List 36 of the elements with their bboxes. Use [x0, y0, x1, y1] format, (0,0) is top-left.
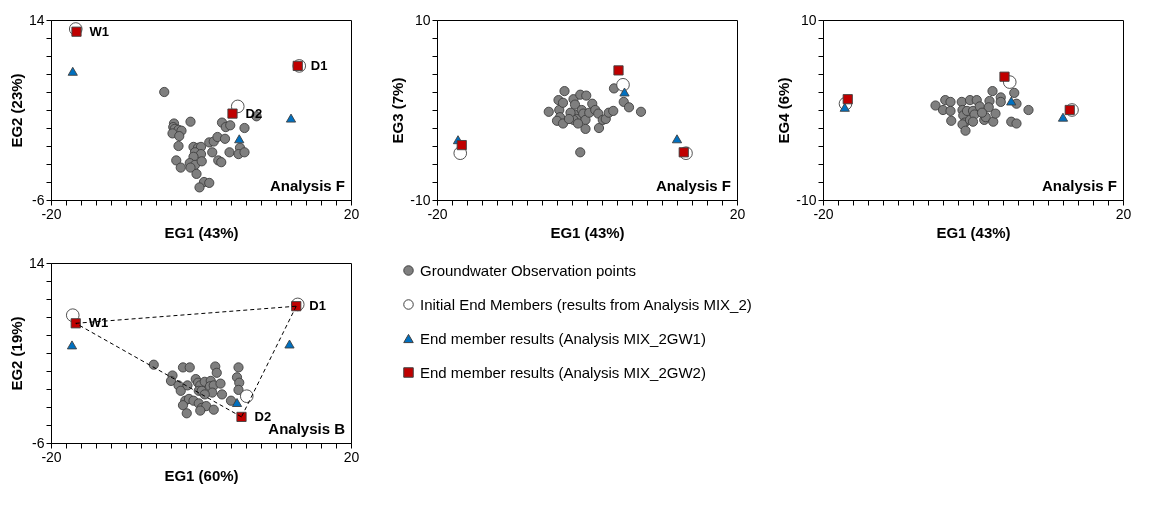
x-axis-title: EG1 (60%): [164, 466, 239, 484]
annotation: Analysis F: [1041, 177, 1117, 194]
y-tick-label: 10: [800, 11, 817, 28]
x-tick-label: -20: [41, 205, 62, 222]
y-axis-title: EG2 (23%): [7, 73, 25, 148]
y-tick-label: -6: [32, 434, 45, 451]
x-tick-label: -20: [427, 205, 448, 222]
x-axis-title: EG1 (43%): [550, 223, 625, 241]
legend-label: Initial End Members (results from Analysis MIX_2): [420, 295, 752, 313]
y-tick-label: 10: [414, 11, 431, 28]
legend-label: Groundwater Observation points: [420, 261, 636, 279]
annotation: D1: [309, 298, 326, 314]
annotation: Analysis F: [269, 177, 345, 194]
x-tick-label: 20: [343, 448, 360, 465]
annotation: W1: [89, 23, 109, 39]
y-axis-title: EG3 (7%): [389, 77, 407, 144]
y-axis-title: EG4 (6%): [775, 77, 793, 144]
annotation: Analysis F: [655, 177, 731, 194]
x-tick-label: 20: [1115, 205, 1132, 222]
x-axis-title: EG1 (43%): [164, 223, 239, 241]
y-tick-label: 14: [28, 11, 45, 28]
x-tick-label: -20: [41, 448, 62, 465]
x-tick-label: 20: [729, 205, 746, 222]
legend-label: End member results (Analysis MIX_2GW1): [420, 329, 706, 347]
x-axis-title: EG1 (43%): [936, 223, 1011, 241]
annotation: D2: [245, 105, 263, 121]
y-tick-label: -6: [32, 191, 45, 208]
y-tick-label: 14: [28, 254, 45, 271]
legend-label: End member results (Analysis MIX_2GW2): [420, 363, 706, 381]
x-tick-label: -20: [813, 205, 834, 222]
x-tick-label: 20: [343, 205, 360, 222]
annotation: W1: [88, 315, 109, 331]
annotation: D1: [310, 57, 328, 73]
y-tick-label: -10: [796, 191, 817, 208]
y-axis-title: EG2 (19%): [7, 316, 25, 391]
y-tick-label: -10: [410, 191, 431, 208]
